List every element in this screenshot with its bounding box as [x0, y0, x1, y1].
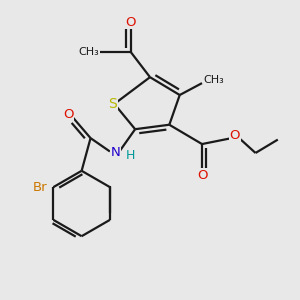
Text: O: O — [230, 129, 240, 142]
Text: O: O — [63, 108, 74, 121]
Text: O: O — [197, 169, 207, 182]
Text: O: O — [125, 16, 136, 29]
Text: H: H — [126, 149, 135, 162]
Text: CH₃: CH₃ — [203, 75, 224, 85]
Text: CH₃: CH₃ — [79, 47, 99, 57]
Text: Br: Br — [33, 181, 47, 194]
Text: N: N — [111, 146, 121, 160]
Text: S: S — [109, 97, 117, 111]
